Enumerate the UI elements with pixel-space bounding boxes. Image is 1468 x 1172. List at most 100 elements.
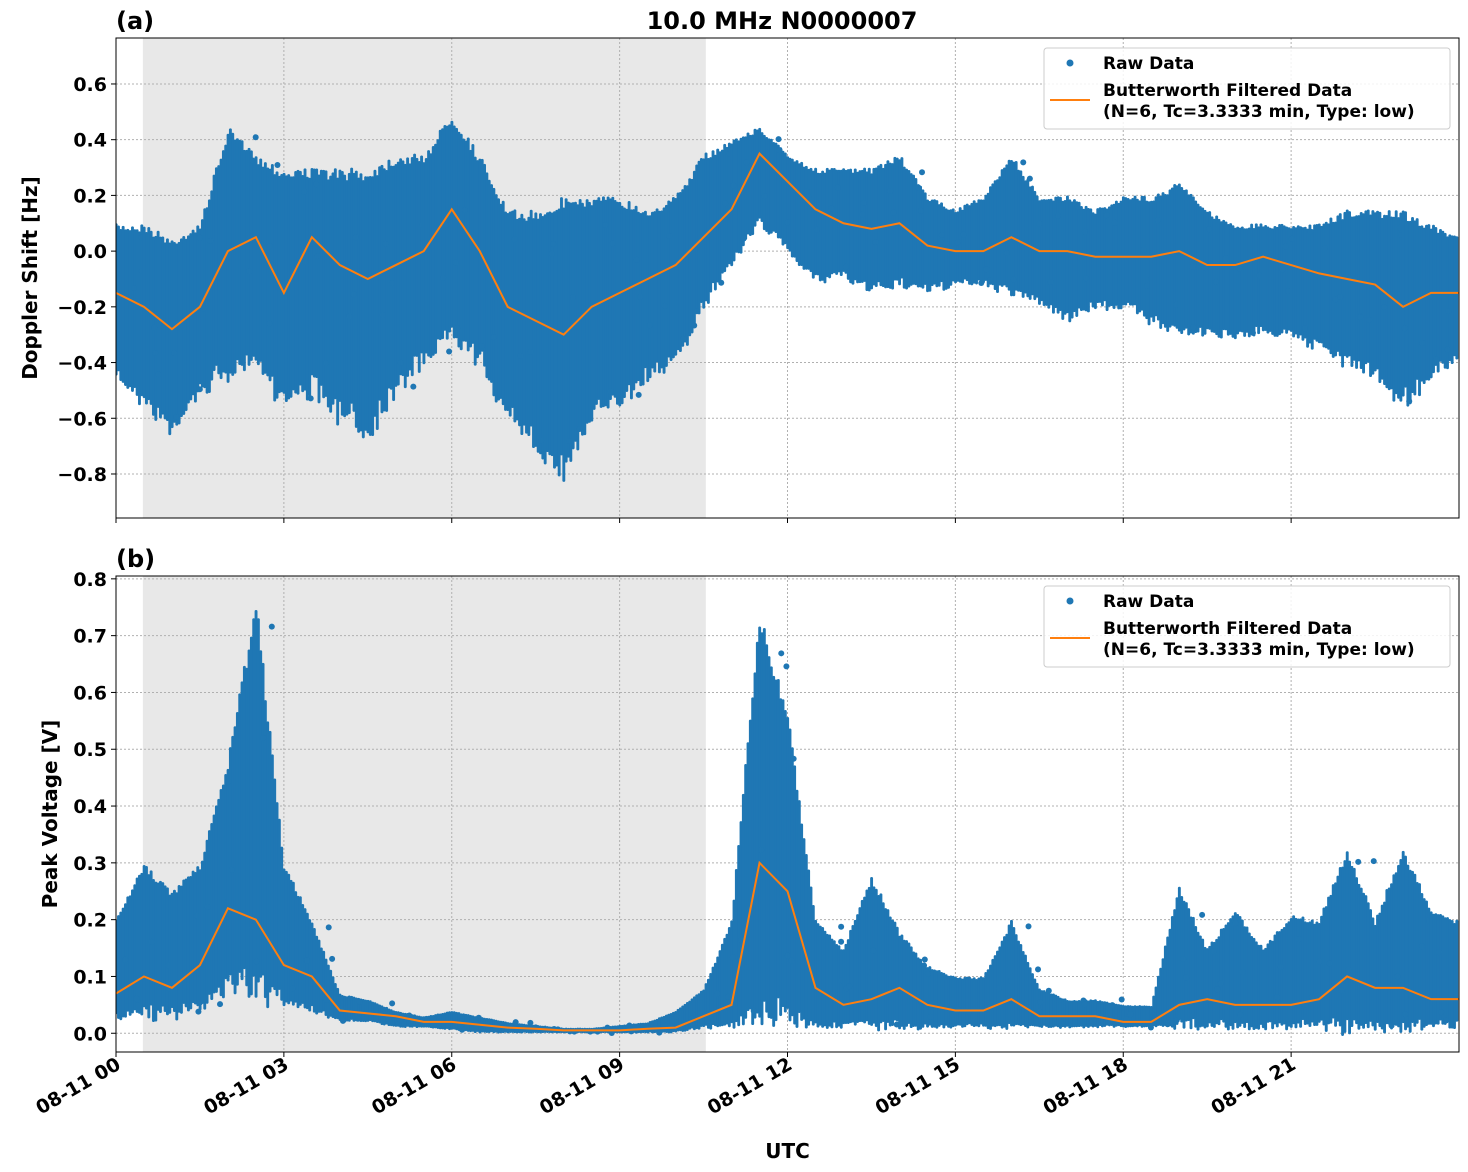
raw-data-band: [1070, 201, 1074, 319]
raw-data-band: [399, 158, 403, 376]
raw-data-band: [1436, 232, 1440, 373]
raw-data-band: [1299, 918, 1303, 1028]
raw-data-band: [620, 205, 624, 405]
raw-data-band: [1093, 999, 1097, 1027]
raw-data-band: [1128, 199, 1132, 306]
raw-data-band: [1026, 961, 1030, 1029]
raw-data-band: [560, 197, 563, 456]
raw-data-band: [219, 789, 223, 997]
raw-data-band: [695, 164, 699, 313]
raw-data-band: [811, 904, 815, 1026]
raw-data-band: [392, 1010, 396, 1027]
raw-data-band: [1236, 913, 1240, 1029]
raw-data-band: [394, 163, 398, 387]
raw-data-band: [1175, 897, 1179, 1025]
raw-data-band: [923, 963, 927, 1025]
raw-data-band: [581, 202, 584, 436]
raw-data-band: [331, 976, 335, 1019]
raw-data-point: [1332, 296, 1339, 303]
raw-data-point: [512, 1019, 519, 1026]
raw-data-band: [564, 198, 568, 463]
raw-data-band: [786, 717, 790, 1009]
raw-data-point: [1045, 987, 1052, 994]
raw-data-band: [1145, 200, 1149, 320]
raw-data-band: [779, 698, 783, 1017]
raw-data-band: [138, 231, 141, 406]
raw-data-band: [427, 150, 431, 357]
raw-data-band: [751, 134, 755, 236]
raw-data-band: [1334, 882, 1338, 1027]
raw-data-band: [1282, 927, 1286, 1025]
raw-data-band: [485, 172, 489, 379]
raw-data-band: [154, 881, 158, 1022]
raw-data-band: [865, 889, 869, 1022]
raw-data-point: [350, 291, 357, 298]
raw-data-band: [525, 220, 528, 434]
raw-data-band: [741, 793, 745, 1026]
raw-data-band: [949, 975, 953, 1029]
raw-data-point: [323, 996, 330, 1003]
raw-data-band: [1357, 883, 1361, 1030]
raw-data-band: [1107, 1002, 1111, 1027]
raw-data-band: [366, 176, 370, 434]
y-axis-label: Peak Voltage [V]: [38, 720, 62, 909]
raw-data-point: [442, 221, 449, 228]
raw-data-point: [1214, 986, 1221, 993]
raw-data-band: [1287, 227, 1291, 331]
raw-data-band: [856, 914, 860, 1023]
raw-data-band: [1103, 207, 1107, 302]
raw-data-point: [917, 207, 924, 214]
raw-data-band: [641, 212, 645, 386]
raw-data-point: [954, 239, 961, 246]
raw-data-band: [835, 169, 839, 275]
raw-data-band: [1355, 215, 1359, 369]
raw-data-point: [790, 755, 797, 762]
raw-data-point: [704, 1017, 711, 1024]
raw-data-band: [532, 218, 535, 449]
raw-data-point: [314, 253, 321, 260]
raw-data-point: [452, 259, 459, 266]
raw-data-band: [1217, 936, 1221, 1026]
raw-data-band: [1110, 204, 1114, 307]
raw-data-band: [1338, 213, 1342, 357]
raw-data-band: [930, 969, 934, 1028]
raw-data-band: [254, 610, 258, 998]
raw-data-band: [678, 191, 682, 353]
legend: Raw Data Butterworth Filtered Data(N=6, T…: [1043, 47, 1451, 130]
x-tick-label: 08-11 00: [32, 1053, 124, 1119]
raw-data-point: [1144, 282, 1151, 289]
raw-data-band: [867, 886, 871, 1025]
raw-data-point: [1222, 255, 1229, 262]
raw-data-band: [207, 199, 211, 393]
raw-data-point: [266, 320, 273, 327]
raw-data-band: [1429, 911, 1433, 1025]
raw-data-band: [1065, 195, 1069, 314]
raw-data-band: [779, 147, 783, 239]
raw-data-band: [979, 199, 983, 281]
raw-data-point: [1366, 317, 1373, 324]
raw-data-band: [963, 204, 967, 280]
raw-data-band: [860, 899, 864, 1023]
raw-data-point: [207, 237, 214, 244]
raw-data-band: [214, 167, 218, 366]
raw-data-band: [415, 1015, 419, 1029]
raw-data-band: [1448, 234, 1452, 362]
raw-data-band: [1175, 185, 1179, 329]
raw-data-band: [515, 218, 519, 421]
raw-data-band: [704, 152, 708, 302]
raw-data-band: [562, 207, 566, 482]
raw-data-band: [119, 911, 123, 1021]
raw-data-band: [1455, 919, 1459, 1022]
raw-data-band: [163, 242, 167, 420]
raw-data-band: [1446, 236, 1449, 370]
raw-data-band: [797, 800, 801, 1014]
y-tick-label: 0.2: [73, 910, 107, 932]
raw-data-point: [1183, 974, 1190, 981]
raw-data-band: [576, 204, 580, 451]
raw-data-band: [984, 972, 988, 1027]
raw-data-point: [389, 280, 396, 287]
raw-data-band: [403, 1012, 407, 1028]
raw-data-band: [1082, 1000, 1086, 1029]
raw-data-band: [242, 149, 246, 372]
raw-data-band: [1327, 223, 1331, 350]
